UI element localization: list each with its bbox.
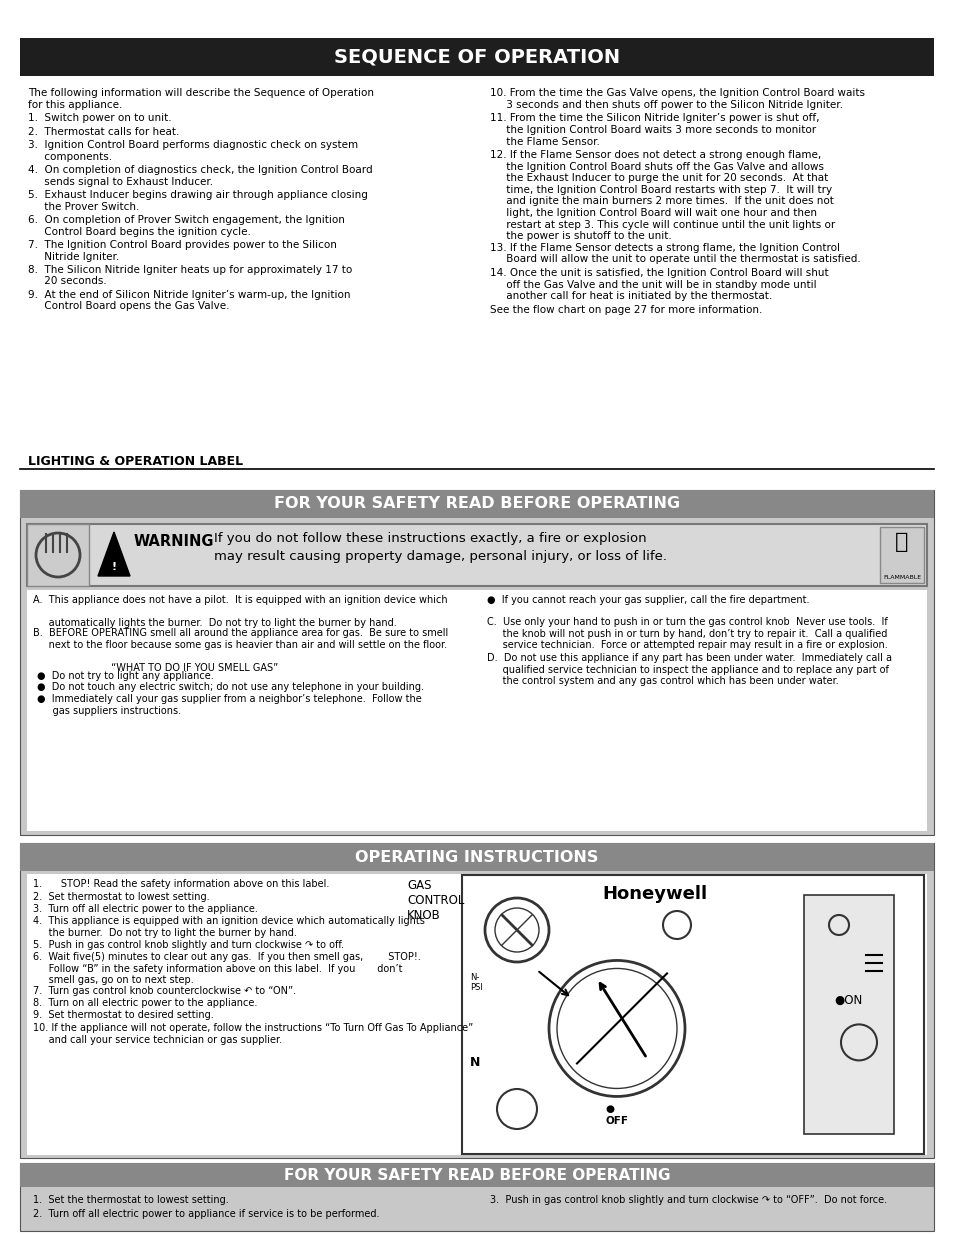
Text: FOR YOUR SAFETY READ BEFORE OPERATING: FOR YOUR SAFETY READ BEFORE OPERATING	[274, 496, 679, 511]
Text: ●  If you cannot reach your gas supplier, call the fire department.: ● If you cannot reach your gas supplier,…	[486, 595, 809, 605]
Text: A.  This appliance does not have a pilot.  It is equipped with an ignition devic: A. This appliance does not have a pilot.…	[33, 595, 447, 629]
Text: LIGHTING & OPERATION LABEL: LIGHTING & OPERATION LABEL	[28, 454, 243, 468]
Text: 8.  The Silicon Nitride Igniter heats up for approximately 17 to
     20 seconds: 8. The Silicon Nitride Igniter heats up …	[28, 264, 352, 287]
Text: 1.      STOP! Read the safety information above on this label.: 1. STOP! Read the safety information abo…	[33, 879, 329, 889]
Text: SEQUENCE OF OPERATION: SEQUENCE OF OPERATION	[334, 47, 619, 67]
Text: FOR YOUR SAFETY READ BEFORE OPERATING: FOR YOUR SAFETY READ BEFORE OPERATING	[283, 1167, 670, 1182]
Text: 2.  Set thermostat to lowest setting.: 2. Set thermostat to lowest setting.	[33, 892, 210, 902]
Text: ●  Immediately call your gas supplier from a neighbor’s telephone.  Follow the
 : ● Immediately call your gas supplier fro…	[37, 694, 421, 715]
Bar	[20, 844, 933, 871]
Text: 🔥: 🔥	[894, 532, 908, 552]
Text: C.  Use only your hand to push in or turn the gas control knob  Never use tools.: C. Use only your hand to push in or turn…	[486, 618, 887, 650]
Text: 13. If the Flame Sensor detects a strong flame, the Ignition Control
     Board : 13. If the Flame Sensor detects a strong…	[490, 242, 860, 264]
Bar	[20, 1163, 933, 1231]
Bar	[803, 895, 893, 1134]
Text: Honeywell: Honeywell	[601, 885, 706, 903]
Text: 2.  Thermostat calls for heat.: 2. Thermostat calls for heat.	[28, 127, 179, 137]
Text: D.  Do not use this appliance if any part has been under water.  Immediately cal: D. Do not use this appliance if any part…	[486, 653, 891, 687]
Text: 5.  Push in gas control knob slightly and turn clockwise ↷ to off.: 5. Push in gas control knob slightly and…	[33, 940, 344, 950]
Text: ●ON: ●ON	[833, 994, 862, 1007]
Text: may result causing property damage, personal injury, or loss of life.: may result causing property damage, pers…	[213, 550, 666, 563]
Bar	[20, 38, 933, 77]
Text: OPERATING INSTRUCTIONS: OPERATING INSTRUCTIONS	[355, 850, 598, 864]
Text: 11. From the time the Silicon Nitride Igniter’s power is shut off,
     the Igni: 11. From the time the Silicon Nitride Ig…	[490, 114, 819, 147]
Text: ●
OFF: ● OFF	[605, 1104, 628, 1126]
Text: 10. If the appliance will not operate, follow the instructions “To Turn Off Gas : 10. If the appliance will not operate, f…	[33, 1023, 473, 1045]
Text: B.  BEFORE OPERATING smell all around the appliance area for gas.  Be sure to sm: B. BEFORE OPERATING smell all around the…	[33, 629, 448, 673]
Text: 9.  Set thermostat to desired setting.: 9. Set thermostat to desired setting.	[33, 1010, 213, 1020]
Text: 6.  Wait five(5) minutes to clear out any gas.  If you then smell gas,        ST: 6. Wait five(5) minutes to clear out any…	[33, 952, 420, 986]
Text: See the flow chart on page 27 for more information.: See the flow chart on page 27 for more i…	[490, 305, 761, 315]
Text: 4.  This appliance is equipped with an ignition device which automatically light: 4. This appliance is equipped with an ig…	[33, 916, 424, 939]
Text: 7.  Turn gas control knob counterclockwise ↶ to “ON”.: 7. Turn gas control knob counterclockwis…	[33, 986, 295, 995]
Text: 12. If the Flame Sensor does not detect a strong enough flame,
     the Ignition: 12. If the Flame Sensor does not detect …	[490, 149, 835, 241]
Bar	[461, 876, 923, 1153]
Text: 3.  Push in gas control knob slightly and turn clockwise ↷ to “OFF”.  Do not for: 3. Push in gas control knob slightly and…	[490, 1195, 886, 1205]
Text: 1.  Set the thermostat to lowest setting.: 1. Set the thermostat to lowest setting.	[33, 1195, 229, 1205]
Text: If you do not follow these instructions exactly, a fire or explosion: If you do not follow these instructions …	[213, 532, 646, 545]
Bar	[20, 490, 933, 517]
Text: 14. Once the unit is satisfied, the Ignition Control Board will shut
     off th: 14. Once the unit is satisfied, the Igni…	[490, 268, 828, 301]
Text: ●  Do not touch any electric switch; do not use any telephone in your building.: ● Do not touch any electric switch; do n…	[37, 683, 423, 693]
Text: 5.  Exhaust Inducer begins drawing air through appliance closing
     the Prover: 5. Exhaust Inducer begins drawing air th…	[28, 190, 368, 211]
Text: FLAMMABLE: FLAMMABLE	[882, 576, 920, 580]
Text: WARNING: WARNING	[133, 534, 214, 550]
Text: 2.  Turn off all electric power to appliance if service is to be performed.: 2. Turn off all electric power to applia…	[33, 1209, 379, 1219]
Bar	[20, 1163, 933, 1187]
Text: N: N	[470, 1056, 480, 1070]
Polygon shape	[98, 532, 130, 576]
Bar	[27, 874, 926, 1155]
Bar	[27, 524, 926, 585]
Text: 9.  At the end of Silicon Nitride Igniter’s warm-up, the Ignition
     Control B: 9. At the end of Silicon Nitride Igniter…	[28, 290, 350, 311]
Bar	[20, 490, 933, 835]
Text: N-
PSI: N- PSI	[470, 973, 482, 992]
Bar	[20, 844, 933, 1158]
Text: 6.  On completion of Prover Switch engagement, the Ignition
     Control Board b: 6. On completion of Prover Switch engage…	[28, 215, 345, 237]
Text: 8.  Turn on all electric power to the appliance.: 8. Turn on all electric power to the app…	[33, 998, 257, 1008]
Bar	[27, 524, 89, 585]
Text: 3.  Turn off all electric power to the appliance.: 3. Turn off all electric power to the ap…	[33, 904, 257, 914]
Text: 7.  The Ignition Control Board provides power to the Silicon
     Nitride Ignite: 7. The Ignition Control Board provides p…	[28, 240, 336, 262]
Text: 3.  Ignition Control Board performs diagnostic check on system
     components.: 3. Ignition Control Board performs diagn…	[28, 141, 357, 162]
Text: ●  Do not try to light any appliance.: ● Do not try to light any appliance.	[37, 671, 213, 680]
Text: !: !	[112, 562, 116, 572]
Text: The following information will describe the Sequence of Operation
for this appli: The following information will describe …	[28, 88, 374, 110]
Text: GAS
CONTROL
KNOB: GAS CONTROL KNOB	[407, 879, 464, 923]
Text: 10. From the time the Gas Valve opens, the Ignition Control Board waits
     3 s: 10. From the time the Gas Valve opens, t…	[490, 88, 864, 110]
Text: 1.  Switch power on to unit.: 1. Switch power on to unit.	[28, 112, 172, 124]
Bar	[27, 590, 926, 831]
Bar	[879, 527, 923, 583]
Text: 4.  On completion of diagnostics check, the Ignition Control Board
     sends si: 4. On completion of diagnostics check, t…	[28, 165, 373, 186]
